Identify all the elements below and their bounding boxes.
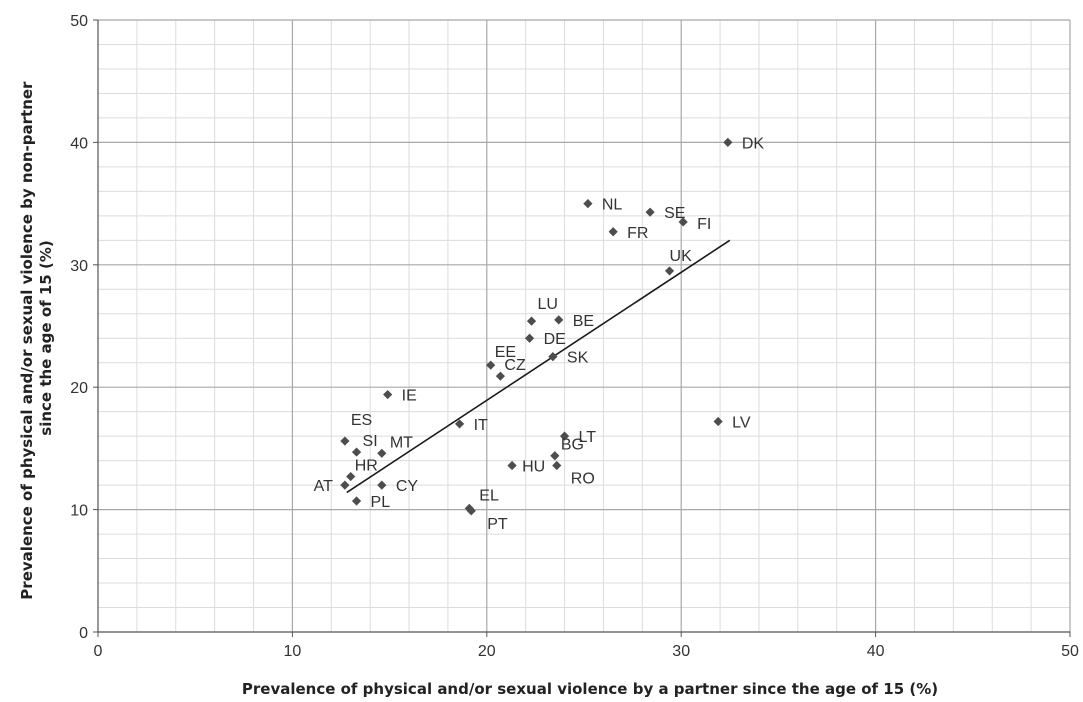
y-tick-label: 0: [79, 625, 88, 642]
data-point-dk: [723, 137, 733, 147]
data-point-de: [524, 333, 535, 343]
point-label-si: SI: [363, 433, 378, 450]
point-label-uk: UK: [670, 248, 693, 265]
data-point-mt: [377, 448, 387, 458]
point-label-ee: EE: [495, 344, 516, 361]
x-tick-labels: 0 10 20 30 40 50: [94, 643, 1079, 660]
point-label-bg: BG: [561, 437, 584, 454]
y-tick-labels: 0 10 20 30 40 50: [70, 13, 88, 642]
point-label-hr: HR: [355, 458, 378, 475]
data-point-ee: [486, 360, 496, 370]
point-label-se: SE: [664, 205, 685, 222]
point-label-mt: MT: [390, 434, 413, 451]
data-point-hu: [507, 460, 517, 471]
major-gridlines: [98, 19, 1071, 632]
y-tick-label: 20: [70, 380, 88, 397]
data-point-fi: [678, 217, 688, 227]
point-label-cy: CY: [396, 478, 419, 495]
data-point-se: [645, 207, 655, 217]
point-label-pt: PT: [487, 516, 508, 533]
data-points: [340, 137, 733, 516]
point-label-lt: LT: [579, 429, 597, 446]
trendline: [346, 239, 731, 494]
point-label-lv: LV: [732, 414, 751, 431]
point-label-hu: HU: [522, 459, 545, 476]
x-tick-label: 30: [672, 643, 690, 660]
y-tick-label: 40: [70, 135, 88, 152]
point-label-nl: NL: [602, 197, 623, 214]
x-tick-label: 40: [867, 643, 885, 660]
point-label-el: EL: [479, 487, 499, 504]
y-tick-label: 50: [70, 13, 88, 30]
point-label-de: DE: [544, 331, 566, 348]
y-tick-label: 30: [70, 258, 88, 275]
data-point-sk: [548, 352, 558, 362]
minor-gridlines: [98, 20, 1070, 632]
point-label-ie: IE: [402, 388, 417, 405]
y-tick-label: 10: [70, 503, 88, 520]
y-axis-title-line-1: Prevalence of physical and/or sexual vio…: [18, 81, 36, 600]
data-point-pl: [351, 496, 362, 506]
point-label-lu: LU: [538, 296, 558, 313]
data-point-uk: [664, 266, 675, 276]
x-tick-label: 20: [478, 643, 496, 660]
data-point-lt: [559, 431, 570, 441]
point-label-cz: CZ: [504, 357, 526, 374]
x-tick-label: 50: [1061, 643, 1079, 660]
point-label-it: IT: [474, 417, 488, 434]
data-point-pt: [466, 506, 476, 516]
data-point-ie: [383, 389, 393, 400]
point-label-dk: DK: [742, 135, 765, 152]
point-label-fr: FR: [627, 225, 648, 242]
x-tick-label: 10: [284, 643, 302, 660]
point-label-ro: RO: [571, 471, 595, 488]
point-label-at: AT: [314, 478, 333, 495]
data-point-hr: [346, 471, 356, 482]
data-point-nl: [583, 199, 593, 209]
data-point-cz: [495, 371, 506, 381]
axes: [93, 19, 1071, 637]
data-point-lu: [526, 316, 537, 326]
point-label-fi: FI: [697, 216, 711, 233]
point-label-es: ES: [351, 412, 372, 429]
x-tick-label: 0: [94, 643, 103, 660]
data-point-es: [340, 436, 350, 446]
y-axis-title-line-2: since the age of 15 (%): [37, 240, 55, 435]
data-point-ro: [552, 460, 562, 471]
data-point-bg: [550, 451, 560, 461]
data-point-at: [340, 480, 350, 490]
data-point-si: [351, 447, 362, 457]
trendline-group: [346, 239, 731, 494]
data-point-be: [554, 315, 564, 325]
data-point-it: [454, 419, 465, 429]
y-axis-title: Prevalence of physical and/or sexual vio…: [18, 76, 55, 599]
point-label-be: BE: [573, 313, 594, 330]
point-label-pl: PL: [371, 494, 391, 511]
data-point-lv: [713, 416, 723, 427]
data-point-cy: [377, 480, 387, 490]
x-axis-title: Prevalence of physical and/or sexual vio…: [242, 680, 938, 698]
point-label-sk: SK: [567, 350, 589, 367]
data-point-fr: [608, 227, 618, 237]
